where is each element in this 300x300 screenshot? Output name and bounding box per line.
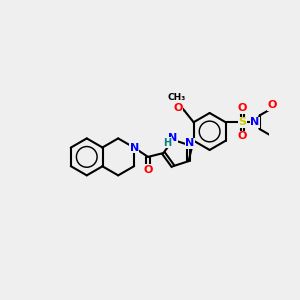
Text: N: N [185, 138, 195, 148]
Text: CH₃: CH₃ [168, 93, 186, 102]
Text: H: H [163, 138, 171, 148]
Text: N: N [250, 117, 260, 127]
Text: S: S [238, 117, 247, 127]
Text: O: O [173, 103, 183, 113]
Text: N: N [130, 143, 139, 153]
Text: O: O [238, 103, 247, 113]
Text: O: O [143, 165, 153, 175]
Text: N: N [168, 133, 178, 143]
Text: O: O [267, 100, 277, 110]
Text: O: O [238, 131, 247, 141]
